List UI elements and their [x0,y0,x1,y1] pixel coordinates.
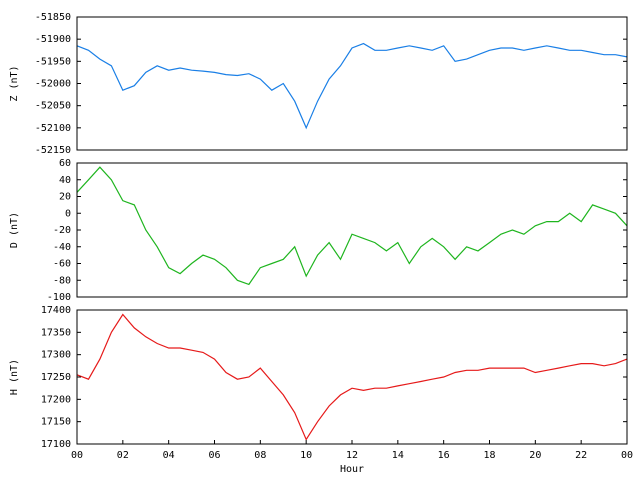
y-tick-label: 17300 [41,350,71,361]
data-line [76,42,628,130]
y-tick-label: -20 [53,225,71,236]
x-tick-label: 00 [71,450,83,461]
x-axis-label: Hour [340,464,364,475]
x-tick-label: 08 [254,450,266,461]
y-tick-label: -80 [53,275,71,286]
x-tick-label: 16 [438,450,450,461]
y-tick-label: -51900 [35,34,71,45]
x-tick-label: 20 [529,450,541,461]
x-tick-label: 14 [392,450,404,461]
x-tick-label: 00 [621,450,633,461]
x-tick-label: 22 [575,450,587,461]
y-axis-label: D (nT) [9,212,20,248]
y-tick-label: -52100 [35,123,71,134]
plot-frame [76,162,628,298]
y-tick-label: -52050 [35,101,71,112]
y-axis-label: H (nT) [9,359,20,395]
y-tick-label: -52000 [35,79,71,90]
x-tick-label: 18 [483,450,495,461]
data-line [76,166,628,286]
y-tick-label: 17250 [41,372,71,383]
x-tick-label: 12 [346,450,358,461]
y-tick-label: 17100 [41,439,71,450]
y-tick-label: 20 [59,192,71,203]
y-tick-label: 17150 [41,417,71,428]
x-tick-label: 04 [163,450,175,461]
y-tick-label: 17400 [41,305,71,316]
y-tick-label: -51950 [35,56,71,67]
y-tick-label: -60 [53,259,71,270]
y-tick-label: 17350 [41,327,71,338]
y-tick-label: 40 [59,175,71,186]
x-tick-label: 06 [208,450,220,461]
y-tick-label: -40 [53,242,71,253]
data-line [76,313,628,441]
plot-frame [76,16,628,151]
plot-frame [76,309,628,445]
x-tick-label: 10 [300,450,312,461]
y-axis-label: Z (nT) [9,65,20,101]
y-tick-label: -52150 [35,145,71,156]
y-tick-label: 60 [59,158,71,169]
y-tick-label: 0 [65,208,71,219]
y-tick-label: -100 [47,292,71,303]
x-tick-label: 02 [117,450,129,461]
y-tick-label: -51850 [35,12,71,23]
y-tick-label: 17200 [41,394,71,405]
